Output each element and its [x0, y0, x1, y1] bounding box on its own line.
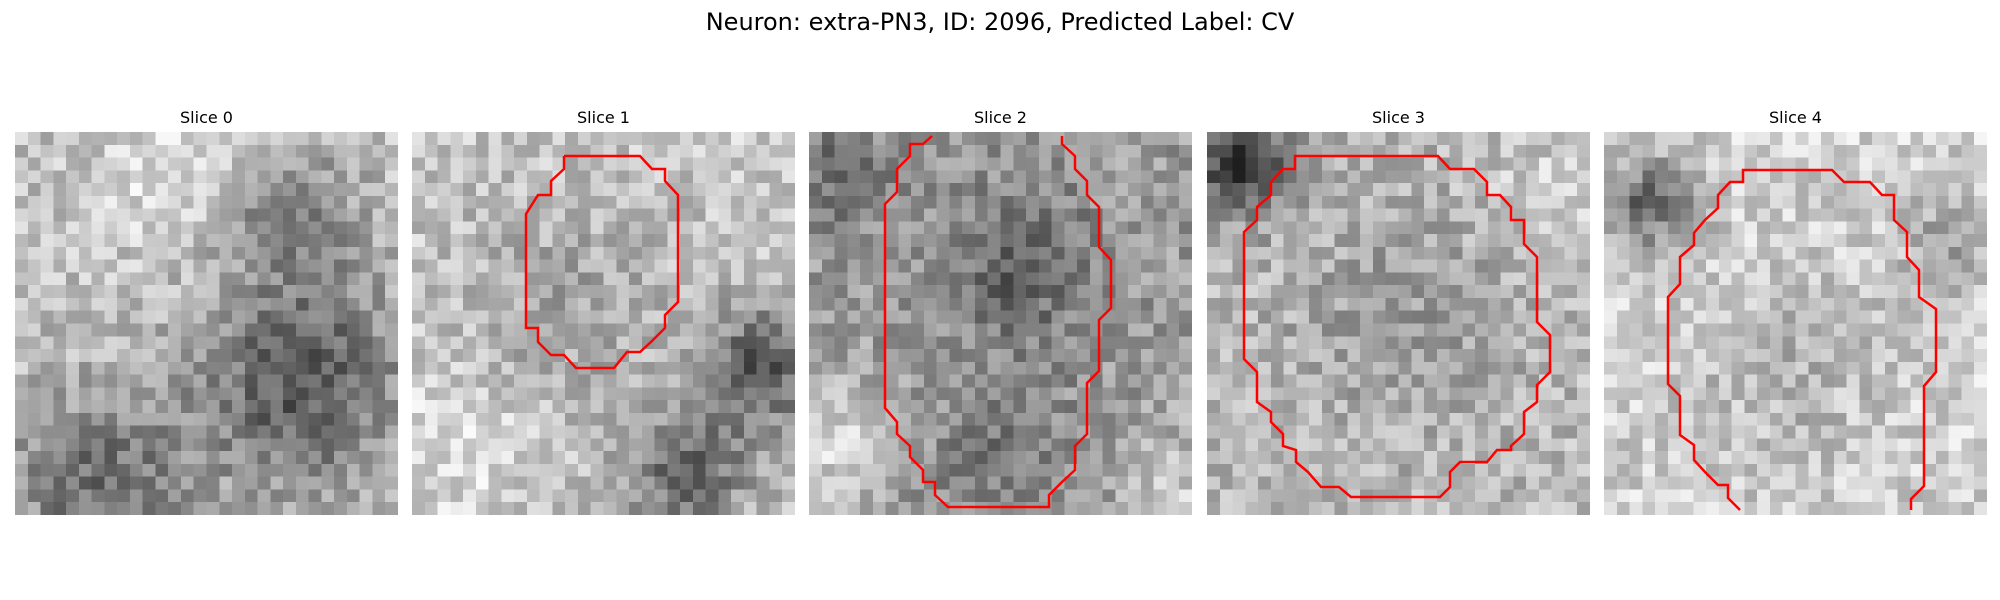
slice-image: [15, 132, 398, 515]
slice-panel-2: Slice 2: [809, 108, 1192, 515]
slice-panel-4: Slice 4: [1604, 108, 1987, 515]
contour-overlay: [412, 132, 795, 515]
contour-overlay: [1207, 132, 1590, 515]
segmentation-contour: [526, 156, 678, 368]
contour-overlay: [1604, 132, 1987, 515]
figure-title: Neuron: extra-PN3, ID: 2096, Predicted L…: [0, 6, 2000, 38]
slice-title: Slice 0: [15, 108, 398, 132]
slice-title: Slice 4: [1604, 108, 1987, 132]
segmentation-contour: [885, 136, 1111, 507]
slice-panel-1: Slice 1: [412, 108, 795, 515]
slice-panel-0: Slice 0: [15, 108, 398, 515]
slice-title: Slice 2: [809, 108, 1192, 132]
segmentation-contour: [1244, 156, 1550, 497]
segmentation-contour: [1668, 170, 1936, 510]
slice-panel-3: Slice 3: [1207, 108, 1590, 515]
contour-overlay: [809, 132, 1192, 515]
slice-title: Slice 1: [412, 108, 795, 132]
slice-title: Slice 3: [1207, 108, 1590, 132]
